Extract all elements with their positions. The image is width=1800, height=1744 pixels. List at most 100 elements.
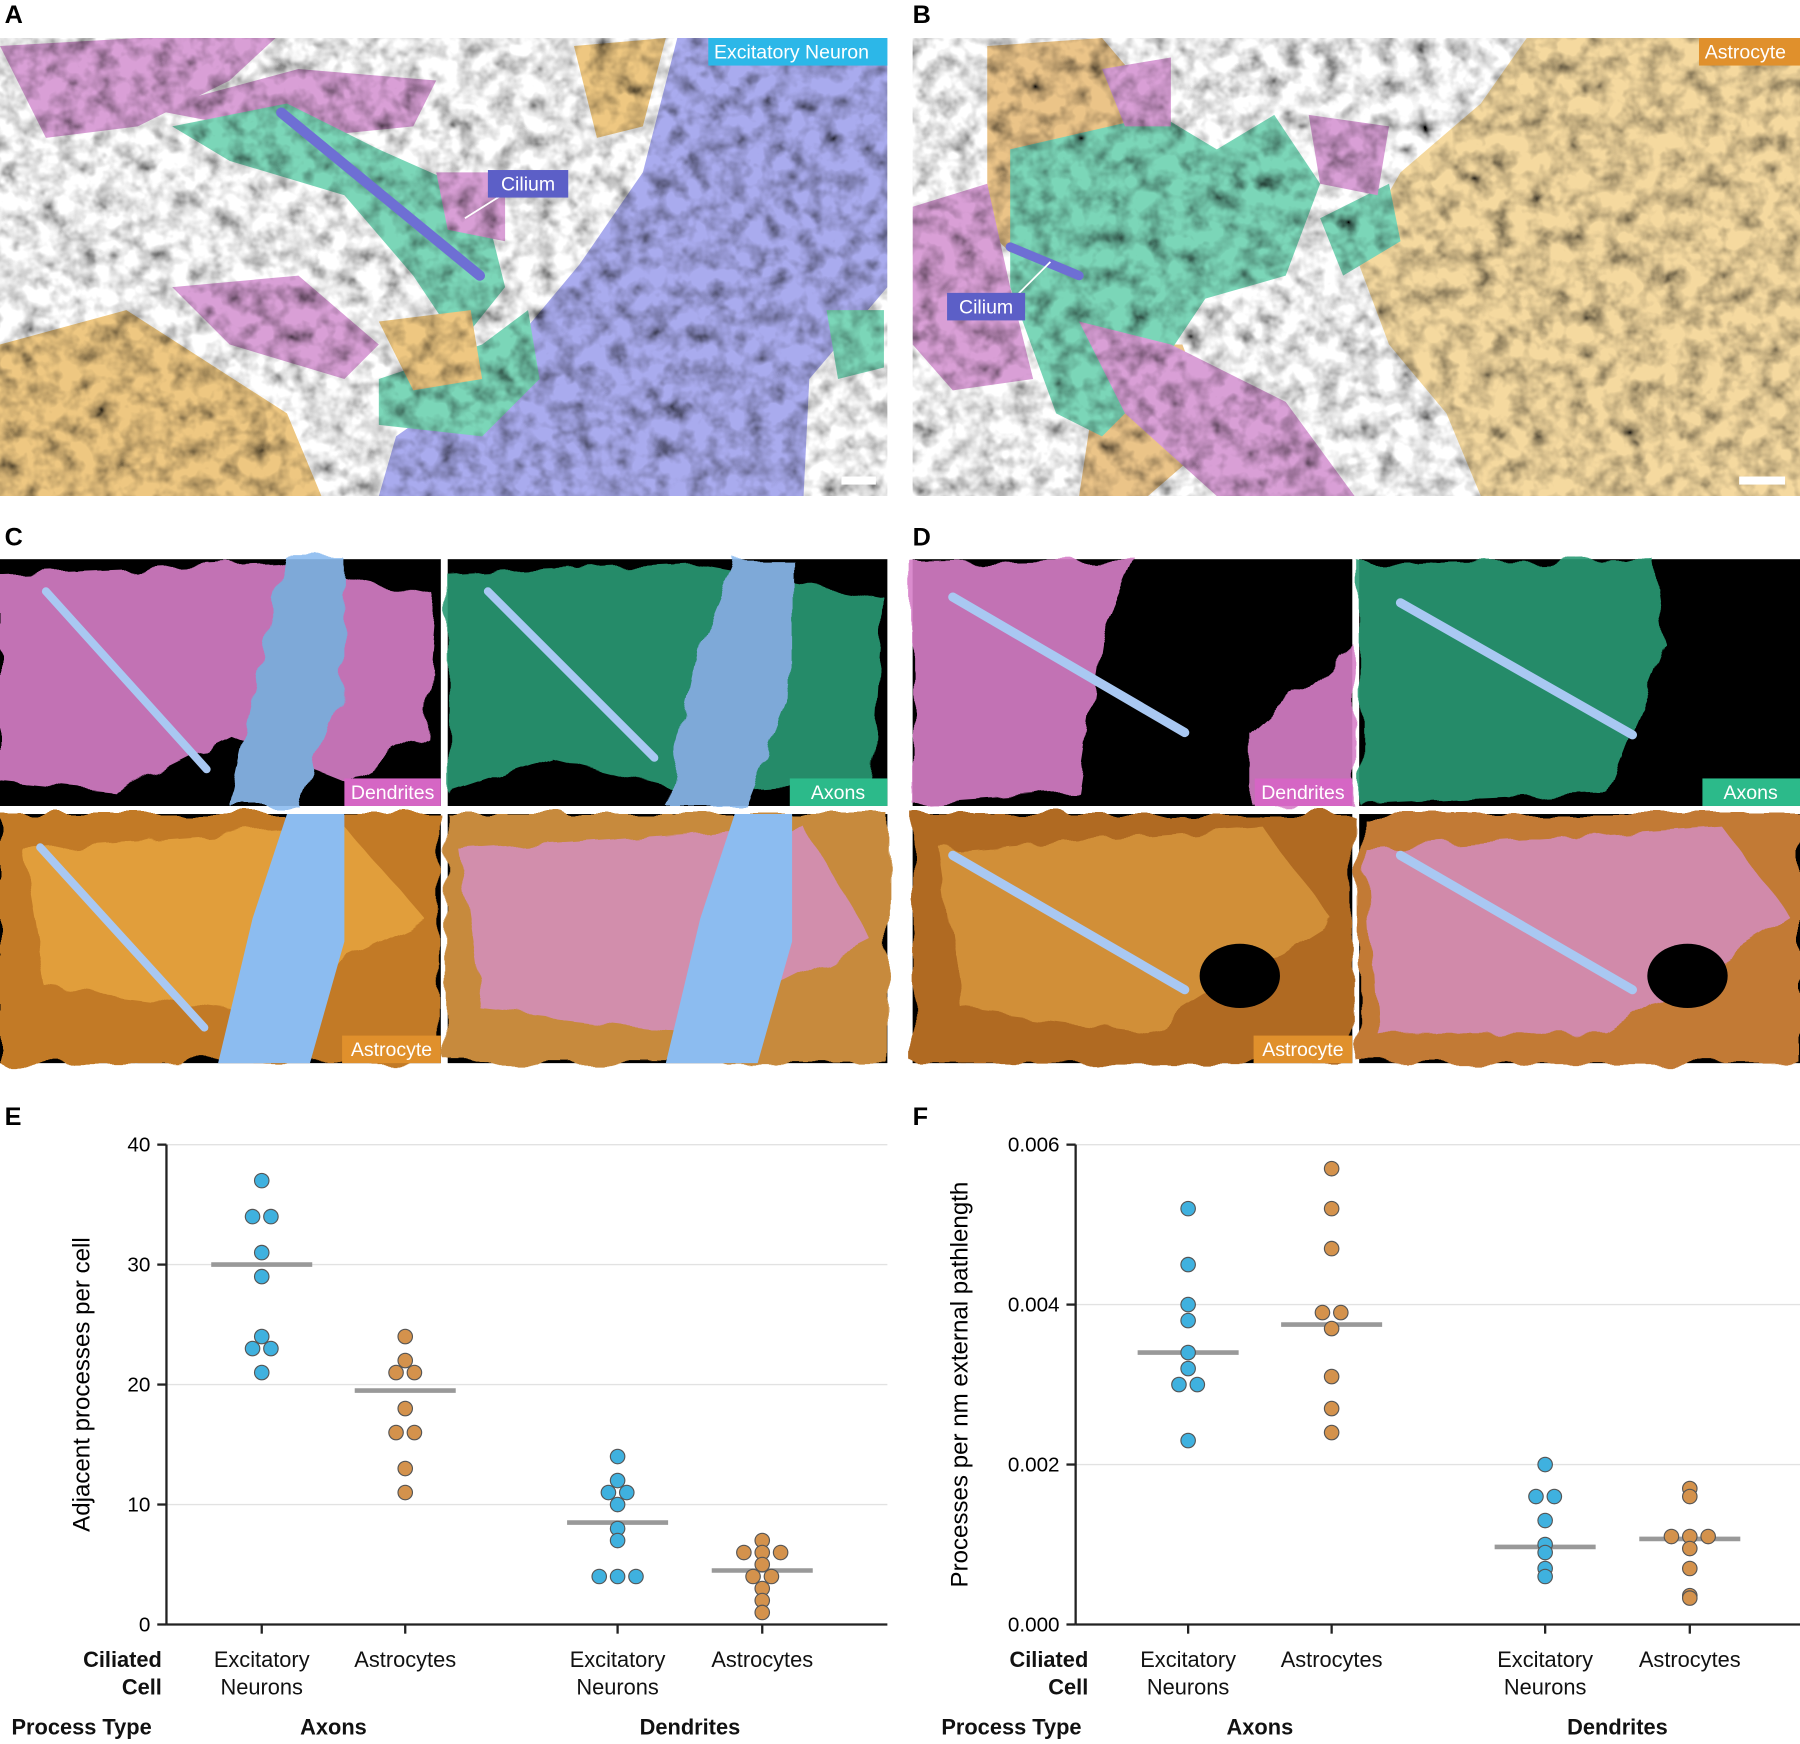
label: Process Type <box>11 1716 152 1741</box>
label: Astrocytes <box>1638 1648 1741 1673</box>
data-point <box>1180 1312 1196 1329</box>
data-point <box>406 1364 423 1381</box>
image-tag: Cilium <box>501 174 555 196</box>
data-point <box>1180 1432 1196 1449</box>
data-point <box>1323 1160 1340 1177</box>
panel-label: D <box>913 523 931 551</box>
label: Excitatory Neurons <box>569 1648 666 1701</box>
data-point <box>388 1364 404 1381</box>
data-point <box>736 1544 752 1561</box>
data-point <box>609 1448 626 1465</box>
data-point <box>397 1460 414 1477</box>
image-tag: Excitatory Neuron <box>714 42 869 64</box>
data-point <box>1180 1360 1196 1377</box>
data-point <box>1171 1376 1187 1393</box>
label-box: Astrocytes <box>1281 1649 1383 1673</box>
data-point <box>253 1244 270 1261</box>
panel-label: A <box>5 1 23 29</box>
label-box: Astrocytes <box>711 1648 814 1673</box>
data-point <box>1537 1544 1553 1561</box>
data-point <box>591 1568 608 1585</box>
data-point <box>1323 1240 1340 1257</box>
label: Astrocytes <box>711 1648 814 1673</box>
data-point <box>772 1544 789 1561</box>
data-point <box>263 1340 279 1357</box>
data-point <box>1323 1320 1340 1337</box>
data-point <box>406 1424 423 1441</box>
data-point <box>628 1568 644 1585</box>
data-point <box>1681 1590 1698 1606</box>
panel-label: C <box>5 523 23 551</box>
y-tick-label: 0.004 <box>1008 1293 1060 1316</box>
label-box: Axons <box>1226 1716 1294 1741</box>
label: Dendrites <box>1567 1716 1668 1741</box>
data-point <box>618 1484 635 1501</box>
label: Process Type <box>941 1716 1082 1741</box>
label-box: Excitatory Neurons <box>214 1649 310 1701</box>
y-tick-label: 30 <box>127 1253 150 1276</box>
label: Axons <box>1226 1716 1294 1741</box>
data-point <box>1663 1528 1680 1545</box>
label-box: Astrocytes <box>1638 1648 1741 1673</box>
data-point <box>600 1484 617 1501</box>
data-point <box>609 1532 626 1549</box>
y-tick-label: 10 <box>127 1493 150 1516</box>
label-box <box>344 778 441 806</box>
label-box: Excitatory Neurons <box>1497 1648 1594 1701</box>
data-point <box>1323 1424 1340 1441</box>
label: Axons <box>300 1716 367 1741</box>
data-point <box>397 1400 414 1417</box>
data-point <box>1189 1376 1206 1393</box>
data-point <box>1537 1512 1553 1529</box>
image-tag: Cilium <box>959 297 1013 319</box>
data-point <box>253 1268 270 1285</box>
label-box: Ciliated Cell <box>1009 1649 1088 1701</box>
data-point <box>1700 1528 1716 1545</box>
panel-label: E <box>5 1103 22 1131</box>
label: Astrocytes <box>354 1648 457 1673</box>
em-image <box>0 38 888 497</box>
data-point <box>1537 1456 1553 1473</box>
data-point <box>1314 1304 1331 1321</box>
label-box: Process Type <box>11 1716 152 1741</box>
data-point <box>253 1328 270 1345</box>
label-box: Ciliated Cell <box>83 1649 162 1701</box>
y-tick-label: 40 <box>127 1134 150 1157</box>
data-point <box>244 1340 261 1357</box>
data-point <box>763 1568 780 1585</box>
data-point <box>397 1352 414 1369</box>
label-box: Excitatory Neurons <box>569 1648 666 1701</box>
data-point <box>397 1328 414 1345</box>
data-point <box>397 1484 414 1501</box>
data-point <box>1180 1344 1196 1361</box>
render-image <box>0 559 888 1064</box>
data-point <box>1180 1256 1196 1273</box>
panel-label: B <box>913 1 931 29</box>
label-box: Excitatory Neurons <box>1140 1648 1237 1701</box>
y-tick-label: 20 <box>127 1373 150 1396</box>
data-point <box>253 1172 270 1189</box>
label: Excitatory Neurons <box>1140 1648 1237 1701</box>
panel-label: F <box>913 1103 928 1131</box>
data-point <box>1537 1568 1553 1585</box>
label-box: Dendrites <box>1567 1716 1668 1741</box>
image-tag: Astrocyte <box>1262 1039 1343 1061</box>
data-point <box>1528 1488 1544 1505</box>
data-point <box>1333 1304 1349 1321</box>
label: Excitatory Neurons <box>1497 1648 1594 1701</box>
data-point <box>263 1208 279 1225</box>
label-box <box>487 170 569 198</box>
label-box: Process Type <box>941 1716 1082 1741</box>
data-point <box>1681 1488 1698 1505</box>
y-tick-label: 0.002 <box>1008 1453 1060 1476</box>
em-image <box>912 38 1800 497</box>
data-point <box>754 1556 771 1573</box>
data-point <box>745 1568 761 1585</box>
label-box <box>789 778 888 806</box>
data-point <box>253 1364 270 1381</box>
data-point <box>754 1604 771 1621</box>
y-axis-label: Adjacent processes per cell <box>69 1237 96 1532</box>
data-point <box>609 1472 626 1489</box>
data-point <box>1681 1560 1698 1577</box>
